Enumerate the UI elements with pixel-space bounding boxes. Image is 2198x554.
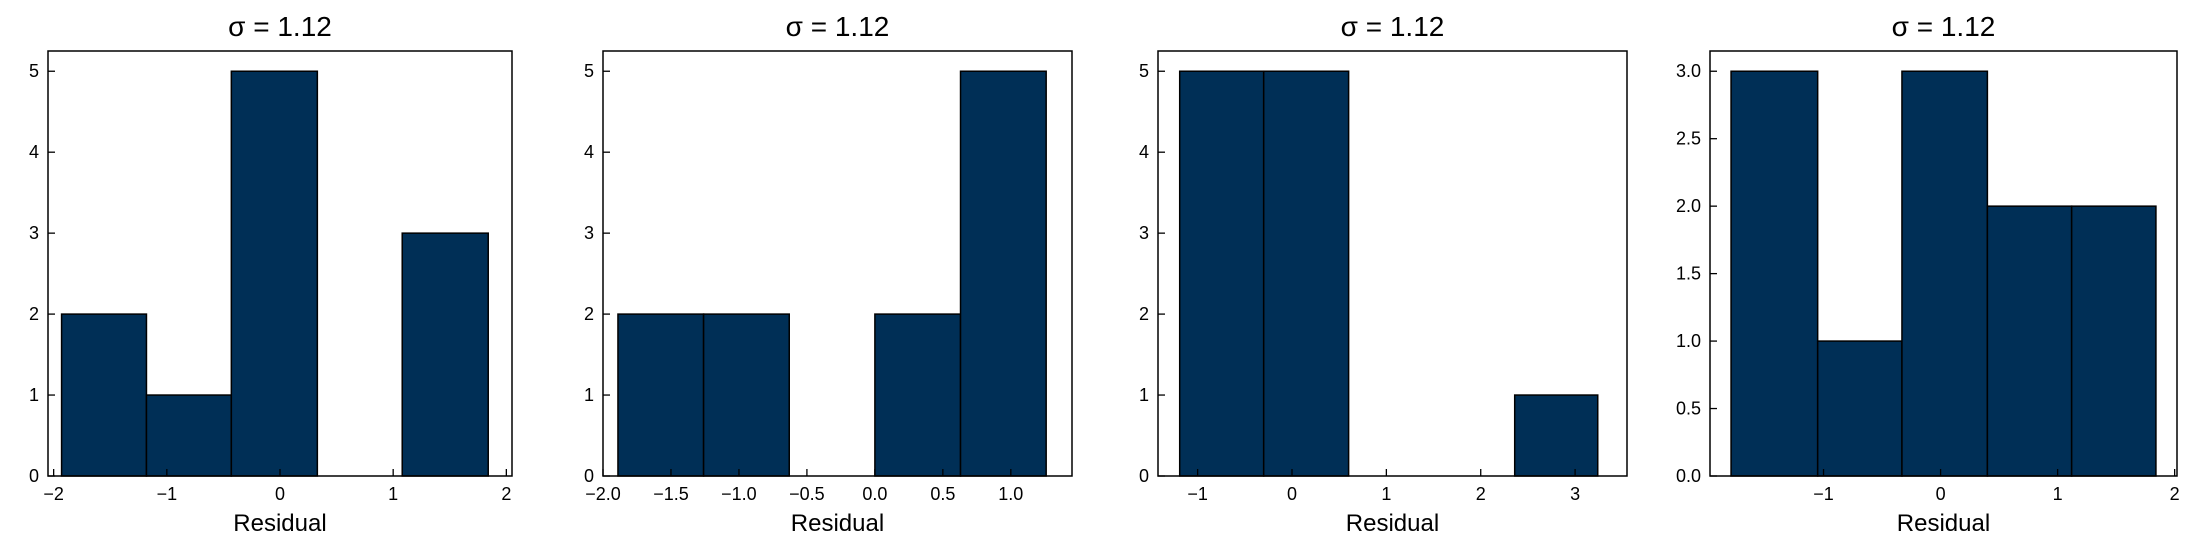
x-tick-label: −1 <box>1187 484 1208 504</box>
chart-title: σ = 1.12 <box>228 11 332 42</box>
x-tick-label: −1.5 <box>653 484 689 504</box>
histogram-panel-1: −2 −1 0 1 2 0 1 2 3 4 5 σ = 1.12 Residual <box>29 11 513 537</box>
x-tick-label: −0.5 <box>789 484 825 504</box>
y-tick-label: 2 <box>1139 304 1149 324</box>
histogram-bar <box>1986 205 2073 477</box>
x-tick-label: 0.5 <box>930 484 955 504</box>
histogram-bar <box>874 313 962 477</box>
x-tick-label: −2.0 <box>585 484 621 504</box>
y-tick-label: 3 <box>584 223 594 243</box>
x-tick-label: −1.0 <box>721 484 757 504</box>
y-tick-label: 1 <box>584 385 594 405</box>
plot-frame <box>1709 50 2178 477</box>
chart-title: σ = 1.12 <box>786 11 890 42</box>
plot-frame <box>1157 50 1628 477</box>
histogram-bar <box>401 232 489 477</box>
x-tick-label: 2 <box>2170 484 2180 504</box>
x-tick-label: −2 <box>43 484 64 504</box>
y-tick-label: 2.5 <box>1676 129 1701 149</box>
x-tick-label: −1 <box>1813 484 1834 504</box>
histogram-panel-4: −1 0 1 2 0.0 0.5 1.0 1.5 2.0 2.5 3.0 σ = 1.12 Residu… <box>1676 11 2180 537</box>
y-tick-label: 5 <box>584 61 594 81</box>
x-tick-label: 2 <box>501 484 511 504</box>
x-axis-label: Residual <box>791 510 884 537</box>
y-tick-label: 4 <box>584 142 594 162</box>
histogram-bar <box>1178 70 1265 477</box>
x-tick-label: 1 <box>2053 484 2063 504</box>
plot-frame <box>602 50 1073 477</box>
x-tick-label: 0 <box>1936 484 1946 504</box>
y-tick-label: 1.0 <box>1676 331 1701 351</box>
y-tick-label: 0 <box>584 466 594 486</box>
histogram-bar <box>1816 340 1903 477</box>
y-tick-label: 2 <box>29 304 39 324</box>
y-tick-label: 4 <box>29 142 39 162</box>
y-tick-label: 2.0 <box>1676 196 1701 216</box>
histogram-panel-2: −2.0 −1.5 −1.0 −0.5 0.0 0.5 1.0 0 1 2 3 4 5 σ = 1.12 R… <box>584 11 1073 537</box>
histogram-bar <box>1901 70 1989 477</box>
chart-title: σ = 1.12 <box>1892 11 1996 42</box>
x-axis-label: Residual <box>1346 510 1439 537</box>
x-axis-label: Residual <box>1897 510 1990 537</box>
y-tick-label: 3 <box>1139 223 1149 243</box>
histogram-bar <box>1730 70 1819 477</box>
x-tick-label: −1 <box>157 484 178 504</box>
y-tick-label: 0 <box>29 466 39 486</box>
histogram-bar <box>1262 70 1350 477</box>
histogram-bar <box>1513 394 1599 477</box>
x-tick-label: 2 <box>1476 484 1486 504</box>
y-tick-label: 5 <box>29 61 39 81</box>
histogram-panel-3: −1 0 1 2 3 0 1 2 3 4 5 σ = 1.12 Residual <box>1139 11 1628 537</box>
histogram-bar <box>60 313 148 477</box>
x-tick-label: 1 <box>388 484 398 504</box>
x-tick-label: 0 <box>275 484 285 504</box>
y-tick-label: 4 <box>1139 142 1149 162</box>
histogram-bar <box>230 70 319 477</box>
y-tick-label: 2 <box>584 304 594 324</box>
x-tick-label: 1.0 <box>998 484 1023 504</box>
y-tick-label: 3.0 <box>1676 61 1701 81</box>
chart-title: σ = 1.12 <box>1341 11 1445 42</box>
histogram-bar <box>145 394 233 477</box>
y-tick-label: 0 <box>1139 466 1149 486</box>
y-tick-label: 1 <box>1139 385 1149 405</box>
histogram-bar <box>2070 205 2157 477</box>
x-tick-label: 1 <box>1381 484 1391 504</box>
y-tick-label: 0.5 <box>1676 399 1701 419</box>
x-axis-label: Residual <box>233 510 326 537</box>
y-tick-label: 3 <box>29 223 39 243</box>
y-tick-label: 1 <box>29 385 39 405</box>
x-tick-label: 0.0 <box>862 484 887 504</box>
histogram-bar <box>617 313 705 477</box>
x-tick-label: 3 <box>1570 484 1580 504</box>
y-tick-label: 5 <box>1139 61 1149 81</box>
y-tick-label: 1.5 <box>1676 264 1701 284</box>
histogram-bar <box>702 313 790 477</box>
x-tick-label: 0 <box>1287 484 1297 504</box>
y-tick-label: 0.0 <box>1676 466 1701 486</box>
histogram-bar <box>959 70 1047 477</box>
